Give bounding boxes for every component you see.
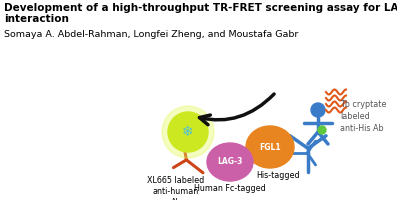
Circle shape <box>318 126 326 134</box>
Text: FGL1: FGL1 <box>259 142 281 152</box>
Circle shape <box>311 103 325 117</box>
Ellipse shape <box>207 143 253 181</box>
Text: Human Fc-tagged: Human Fc-tagged <box>194 184 266 193</box>
Text: LAG-3: LAG-3 <box>217 158 243 166</box>
Text: Tb cryptate
labeled
anti-His Ab: Tb cryptate labeled anti-His Ab <box>340 100 386 133</box>
Circle shape <box>168 112 208 152</box>
Ellipse shape <box>246 126 294 168</box>
Text: interaction: interaction <box>4 14 69 24</box>
Text: XL665 labeled
anti-human
Ab: XL665 labeled anti-human Ab <box>147 176 204 200</box>
Text: His-tagged: His-tagged <box>256 171 300 180</box>
Circle shape <box>162 106 214 158</box>
Text: Somaya A. Abdel-Rahman, Longfei Zheng, and Moustafa Gabr: Somaya A. Abdel-Rahman, Longfei Zheng, a… <box>4 30 299 39</box>
Text: Development of a high-throughput TR-FRET screening assay for LAG-3/FGL1: Development of a high-throughput TR-FRET… <box>4 3 397 13</box>
Text: ❄: ❄ <box>182 125 194 139</box>
